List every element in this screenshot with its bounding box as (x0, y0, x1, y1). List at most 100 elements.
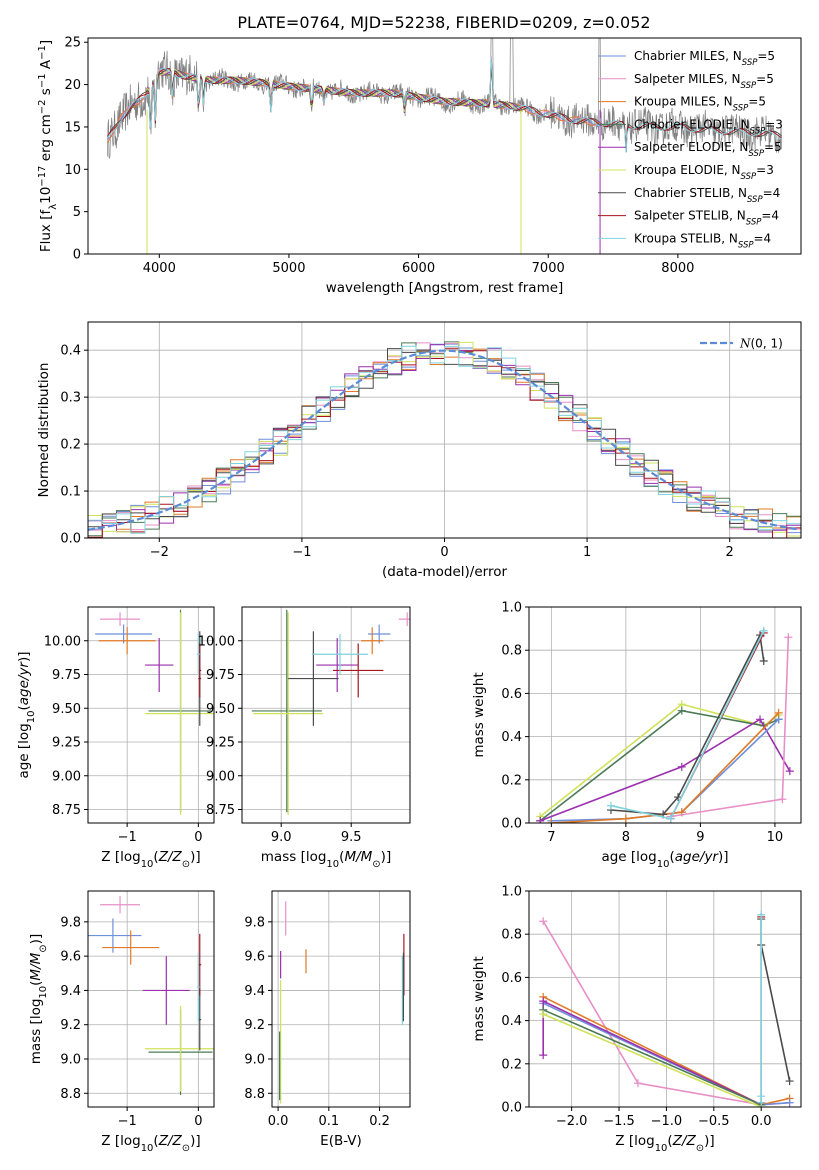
legend-entry: Kroupa MILES, NSSP=5 (634, 95, 766, 114)
y-tick-label: 0.6 (501, 687, 522, 702)
age_vs_Z-ylabel: age [log10(age/yr)] (16, 651, 37, 778)
weight-marker (547, 819, 556, 823)
y-tick-label: 0.4 (60, 344, 81, 359)
errorbar-salpeter-stelib (333, 643, 384, 698)
weight-marker (785, 767, 794, 776)
y-tick-label: 9.4 (244, 984, 265, 999)
x-tick-label: 5000 (272, 261, 305, 276)
x-tick-label: 8000 (661, 261, 694, 276)
x-tick-label: −2 (150, 545, 169, 560)
weight_vs_age-xlabel: age [log10(age/yr)] (601, 849, 728, 870)
weight-marker (677, 706, 686, 715)
axes-frame (528, 890, 802, 1108)
spectrum-data-line (107, 38, 782, 159)
x-tick-label: 0 (440, 545, 448, 560)
y-tick-label: 0.0 (60, 532, 81, 547)
spectrum-legend: Chabrier MILES, NSSP=5 Salpeter MILES, NS… (598, 49, 783, 250)
x-tick-label: −1 (118, 1114, 137, 1129)
y-tick-label: 25 (64, 36, 81, 51)
weight-marker (621, 814, 630, 823)
residuals-xlabel: (data-model)/error (382, 564, 508, 580)
legend-entry: Chabrier STELIB, NSSP=4 (634, 186, 780, 205)
weight-marker (785, 1098, 794, 1107)
y-tick-label: 8.8 (60, 1087, 81, 1102)
age_vs_Z-axes: −1 0 8.75 9.00 9.25 9.50 9.75 10.00 (44, 606, 215, 845)
axes-frame (87, 890, 215, 1108)
spectrum-ylabel: Flux [fλ10−17 erg cm−2 s−1 A−1] (37, 40, 59, 252)
y-tick-label: 9.50 (206, 702, 235, 717)
weight-series-chabrier-elodie (536, 706, 783, 823)
spectrum-model-salpeter-stelib (107, 59, 782, 151)
x-tick-label: −1 (118, 830, 137, 845)
y-tick-label: 0.8 (501, 644, 522, 659)
weight-line (610, 632, 765, 816)
weight-series-chabrier-stelib (757, 915, 794, 1086)
x-tick-label: 0 (194, 830, 202, 845)
y-tick-label: 0.0 (501, 1101, 522, 1116)
weight-marker (539, 917, 548, 926)
errorbar-salpeter-miles (100, 612, 140, 626)
y-tick-label: 8.75 (206, 803, 235, 818)
weight-marker (759, 626, 768, 635)
y-tick-label: 9.6 (60, 950, 81, 965)
residuals-legend: N(0, 1) (700, 337, 783, 351)
axes-frame (87, 37, 802, 255)
weight-marker (536, 816, 545, 823)
y-tick-label: 15 (64, 120, 81, 135)
errorbar-salpeter-elodie (142, 956, 190, 1025)
age_vs_mass-grid (242, 607, 410, 823)
spectrum-model-chabrier-stelib (106, 62, 782, 149)
weight-marker (539, 1010, 548, 1019)
x-tick-label: −2.0 (556, 1114, 588, 1129)
legend-entry: Kroupa ELODIE, NSSP=3 (634, 163, 774, 182)
errorbar-kroupa-stelib (196, 634, 200, 675)
age_vs_Z-xlabel: Z [log10(Z/Z⊙)] (101, 849, 200, 870)
y-tick-label: 9.00 (206, 769, 235, 784)
y-tick-label: 1.0 (501, 601, 522, 616)
weight-line (539, 718, 791, 822)
mass_vs_ebv-xlabel: E(B-V) (320, 1133, 362, 1149)
residuals-panel: −2 −1 0 1 2 0.0 0.1 0.2 0.3 0.4 N(0, 1) (data-model… (36, 321, 802, 580)
errorbar-salpeter-miles (100, 896, 140, 914)
x-tick-label: 7 (547, 830, 555, 845)
mass_vs_Z-ylabel: mass [log10(M/M⊙)] (28, 934, 49, 1064)
errorbar-salpeter-elodie (144, 638, 174, 693)
weight-marker (778, 795, 787, 804)
residuals-ylabel: Normed distribution (36, 363, 52, 498)
x-tick-label: 8 (622, 830, 630, 845)
errorbar-kroupa-elodie (144, 612, 214, 815)
plot-layer: 4000 5000 6000 7000 80000510152025wavelength… (16, 36, 802, 1154)
y-tick-label: 9.75 (206, 668, 235, 683)
y-tick-label: 10 (64, 163, 81, 178)
mass_vs_Z-marks (88, 896, 214, 1095)
y-tick-label: 9.0 (244, 1053, 265, 1068)
errorbar-kroupa-stelib (196, 952, 200, 1022)
errorbar-kroupa-miles (102, 930, 160, 965)
y-tick-label: 0 (73, 248, 81, 263)
x-tick-label: 7000 (532, 261, 565, 276)
spectrum-axes: 4000 5000 6000 7000 8000 0 5 10 15 20 25 (64, 36, 802, 276)
weight-marker (756, 715, 765, 724)
y-tick-label: 0.4 (501, 1014, 522, 1029)
axes-frame (528, 606, 802, 824)
weight-line (610, 630, 765, 820)
y-tick-label: 9.6 (244, 950, 265, 965)
mass_vs_ebv-panel: 0.0 0.1 0.2 8.8 9.0 9.2 9.4 9.6 9.8 E(B-V) (244, 890, 411, 1149)
weight_vs_Z-axes: −2.0 −1.5 −1.0 −0.5 0.0 0.0 0.2 0.4 0.6 0.8 1.0 (501, 885, 802, 1129)
weight_vs_Z-panel: −2.0 −1.5 −1.0 −0.5 0.0 0.0 0.2 0.4 0.6 0.8 1.0 Z [… (471, 885, 802, 1154)
y-tick-label: 20 (64, 78, 81, 93)
legend-entry: Salpeter STELIB, NSSP=4 (634, 209, 779, 228)
weight-series-chabrier-miles (547, 715, 783, 823)
weight-marker (757, 910, 766, 919)
errorbar-salpeter-elodie (316, 638, 359, 693)
x-tick-label: −0.5 (698, 1114, 730, 1129)
weight-line (760, 919, 791, 1082)
age_vs_mass-panel: 9.0 9.5 8.75 9.00 9.25 9.50 9.75 10.00 mass [log… (198, 606, 411, 870)
y-tick-label: 9.2 (60, 1018, 81, 1033)
age_vs_Z-marks (95, 609, 214, 815)
age_vs_mass-marks (251, 609, 410, 815)
y-tick-label: 9.2 (244, 1018, 265, 1033)
x-tick-label: −1.5 (603, 1114, 635, 1129)
weight-series-kroupa-stelib (757, 910, 766, 1107)
